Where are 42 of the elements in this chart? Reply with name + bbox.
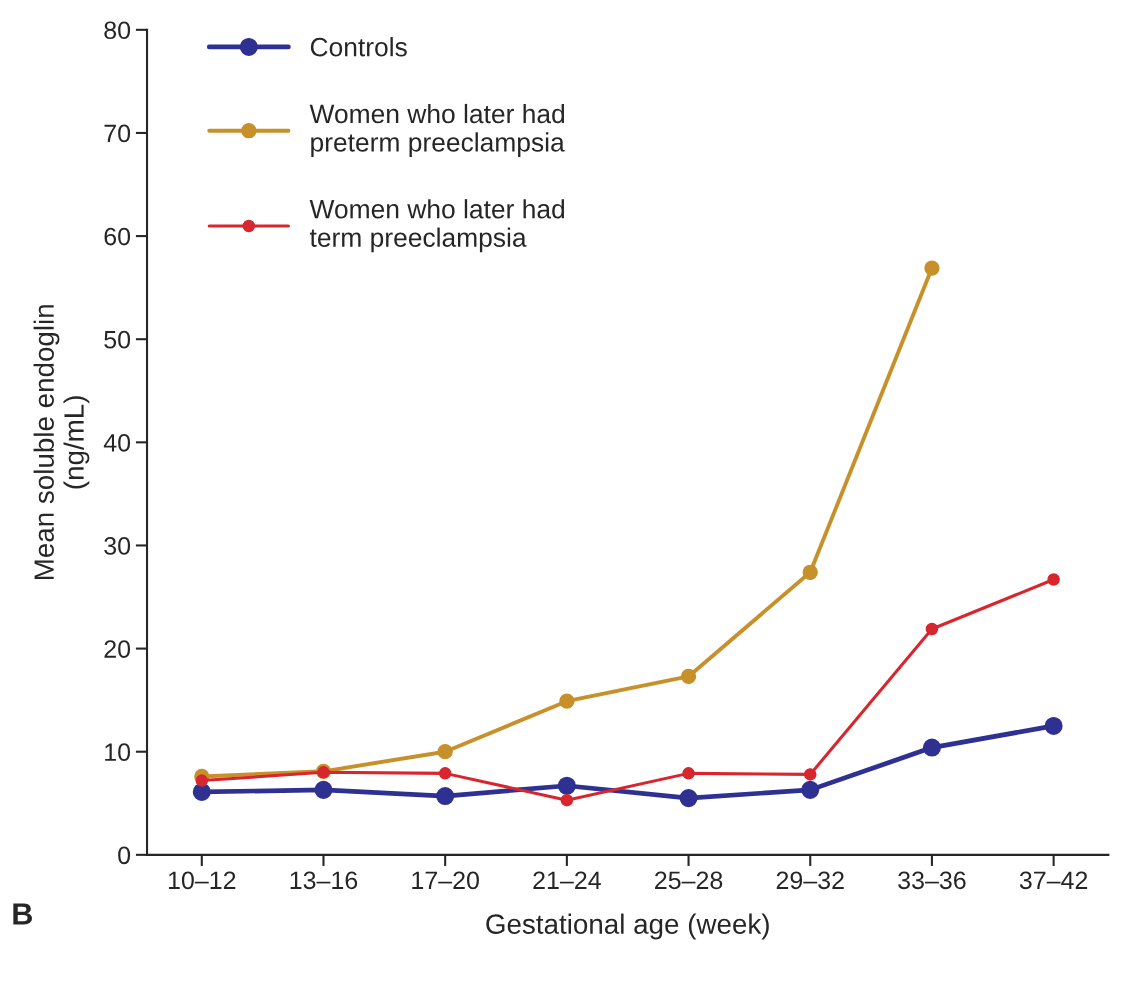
point [560, 793, 574, 807]
point [679, 789, 698, 808]
legend-label: Controls [310, 37, 407, 57]
point [1047, 573, 1060, 586]
x-tick-label: 29–32 [776, 871, 844, 890]
x-tick-label: 25–28 [655, 871, 723, 890]
x-tick-label: 37–42 [1019, 871, 1088, 890]
point [922, 738, 941, 757]
point [559, 693, 575, 709]
text: B [13, 903, 32, 925]
y-tick-label: 50 [104, 330, 131, 349]
y-tick-label: 30 [104, 537, 131, 555]
point [682, 767, 695, 780]
point [803, 768, 817, 781]
x-tick-label: 33–36 [898, 871, 966, 890]
x-tick-label: 13–16 [290, 871, 358, 890]
y-tick-label: 10 [105, 743, 131, 762]
x-axis-title: Gestational age (week) [486, 913, 769, 940]
y-tick-label: 40 [103, 433, 131, 452]
point [925, 622, 939, 636]
y-axis-title: Mean soluble endoglin (ng/mL) [33, 305, 90, 580]
point [438, 767, 452, 780]
y-tick-label: 0 [118, 846, 131, 865]
point [436, 787, 455, 806]
point [680, 668, 697, 685]
y-tick-label: 20 [104, 640, 131, 658]
point [801, 780, 820, 799]
point [195, 774, 209, 787]
point [557, 776, 576, 795]
x-tick-label: 21–24 [533, 871, 601, 889]
point [437, 744, 453, 760]
point [1044, 716, 1063, 735]
y-tick-label: 70 [104, 124, 131, 143]
legend-label: Women who later had preterm preeclampsia [309, 103, 565, 157]
point [314, 780, 333, 799]
point [924, 260, 940, 276]
y-tick-label: 80 [104, 21, 131, 40]
y-tick-label: 60 [104, 227, 131, 246]
legend-label: Women who later had term preeclampsia [309, 199, 565, 253]
x-tick-label: 17–20 [412, 871, 479, 890]
point [802, 564, 818, 580]
x-tick-label: 10–12 [168, 871, 236, 890]
